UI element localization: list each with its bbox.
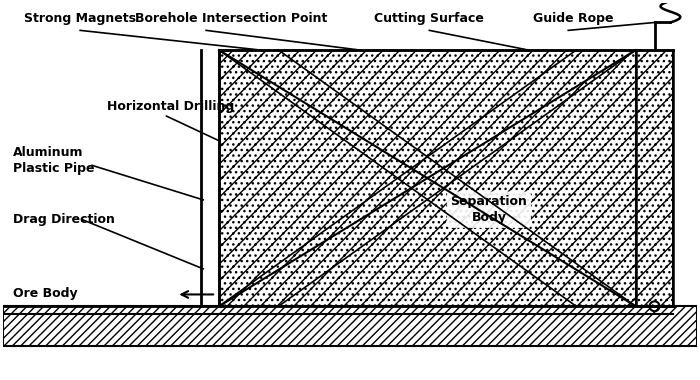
Text: Horizontal Drilling: Horizontal Drilling: [107, 100, 234, 113]
Bar: [636, 50, 673, 306]
Bar: [219, 50, 640, 306]
Text: Drag Direction: Drag Direction: [13, 213, 115, 226]
Text: Strong Magnets: Strong Magnets: [25, 12, 136, 25]
Text: Separation
Body: Separation Body: [451, 195, 527, 224]
Text: Aluminum
Plastic Pipe: Aluminum Plastic Pipe: [13, 146, 94, 175]
Text: Guide Rope: Guide Rope: [533, 12, 613, 25]
Bar: [3, 306, 697, 346]
Text: Ore Body: Ore Body: [13, 287, 77, 300]
Text: Borehole Intersection Point: Borehole Intersection Point: [135, 12, 327, 25]
Text: Cutting Surface: Cutting Surface: [374, 12, 484, 25]
